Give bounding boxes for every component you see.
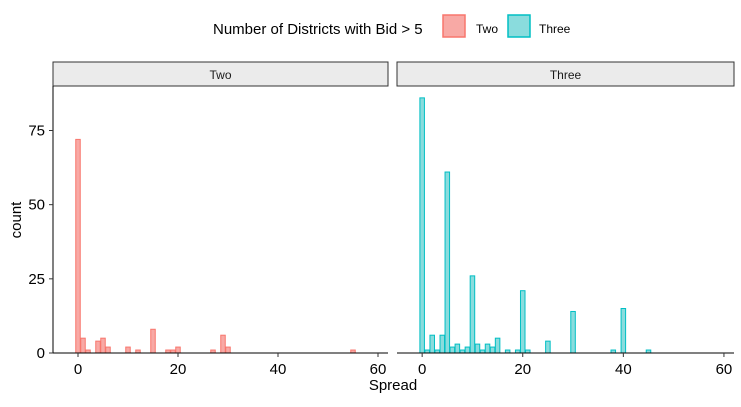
bar-three xyxy=(429,334,435,354)
bar-two xyxy=(225,346,231,354)
x-tick-label-two: 60 xyxy=(370,361,387,378)
bar-two xyxy=(105,346,111,354)
legend-title: Number of Districts with Bid > 5 xyxy=(213,21,423,38)
legend-key-three xyxy=(507,14,531,38)
bar-three xyxy=(464,346,471,354)
legend-label-two: Two xyxy=(476,22,498,36)
x-tick-label-two: 40 xyxy=(270,361,287,378)
y-tick-label: 50 xyxy=(28,197,45,214)
bar-three xyxy=(454,343,461,354)
bar-three xyxy=(419,97,425,354)
x-tick-label-two: 0 xyxy=(74,361,82,378)
y-tick-label: 75 xyxy=(28,123,45,140)
x-tick-label-three: 20 xyxy=(514,361,531,378)
bar-three xyxy=(519,290,526,354)
legend-key-two xyxy=(442,14,466,38)
facet-strip-two xyxy=(52,61,389,87)
facet-strip-label-three: Three xyxy=(550,68,582,82)
bar-two xyxy=(220,334,226,354)
bar-two xyxy=(95,340,101,354)
bar-three xyxy=(469,275,476,354)
bar-three xyxy=(570,310,576,354)
bar-three xyxy=(449,346,456,354)
bar-two xyxy=(150,328,156,354)
legend-label-three: Three xyxy=(539,22,571,36)
bar-three xyxy=(620,308,627,354)
x-tick-label-three: 60 xyxy=(716,361,733,378)
x-tick-label-three: 40 xyxy=(615,361,632,378)
y-tick-label: 0 xyxy=(37,345,45,362)
bar-three xyxy=(484,343,491,354)
y-axis-title: count xyxy=(8,201,25,239)
bar-three xyxy=(545,340,551,354)
bar-two xyxy=(100,337,106,354)
facet-strip-three xyxy=(396,61,735,87)
facet-strip-label-two: Two xyxy=(209,68,231,82)
x-tick-label-three: 0 xyxy=(418,361,426,378)
bar-three xyxy=(444,171,451,354)
y-tick-label: 25 xyxy=(28,271,45,288)
bar-three xyxy=(439,334,446,354)
bar-three xyxy=(489,346,496,354)
x-axis-title: Spread xyxy=(369,377,417,394)
bar-two xyxy=(125,346,131,354)
bar-two xyxy=(80,337,86,354)
bar-three xyxy=(494,337,501,354)
x-tick-label-two: 20 xyxy=(170,361,187,378)
bar-three xyxy=(474,343,481,354)
bar-two xyxy=(75,138,81,354)
bar-two xyxy=(175,346,181,354)
